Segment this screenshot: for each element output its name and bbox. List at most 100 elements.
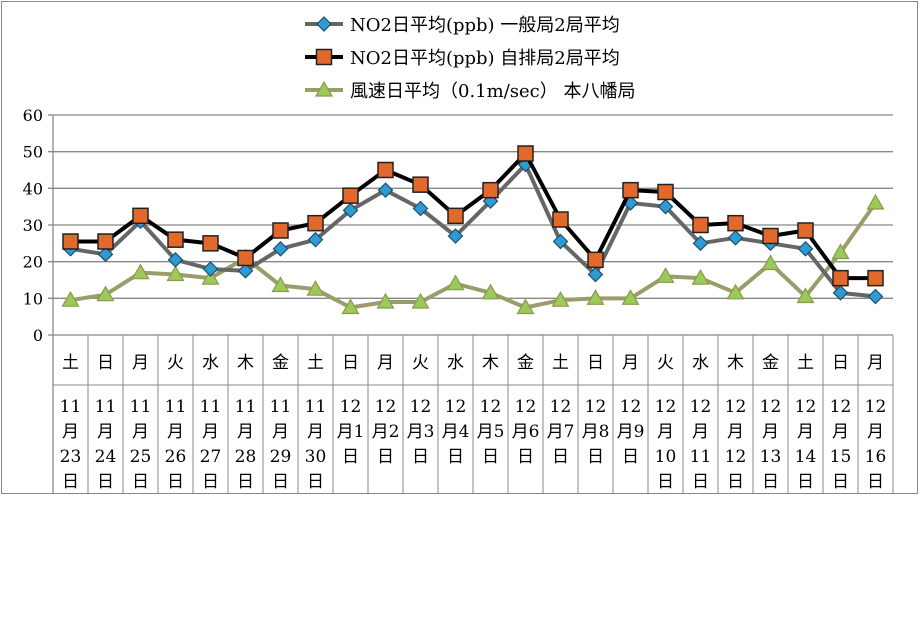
weekday-label: 月 — [867, 353, 884, 373]
weekday-label: 火 — [657, 353, 674, 373]
date-label: 11 — [200, 397, 222, 417]
date-label: 12 — [585, 397, 607, 417]
weekday-label: 木 — [727, 353, 744, 373]
weekday-label: 日 — [587, 353, 604, 373]
weekday-label: 土 — [307, 353, 324, 373]
data-point — [342, 187, 359, 204]
date-label: 12 — [410, 397, 432, 417]
data-point — [552, 211, 569, 228]
date-label: 日 — [517, 447, 534, 467]
y-tick-label: 40 — [23, 179, 43, 198]
data-point — [481, 283, 500, 300]
date-label: 月 — [832, 422, 849, 442]
date-label: 日 — [797, 472, 814, 492]
data-point — [167, 251, 184, 268]
data-point — [167, 231, 184, 248]
weekday-label: 金 — [762, 353, 779, 373]
date-label: 月 — [867, 422, 884, 442]
date-label: 日 — [377, 447, 394, 467]
data-point — [306, 279, 325, 296]
date-label: 月 — [62, 422, 79, 442]
date-label: 12 — [690, 397, 712, 417]
data-point — [411, 292, 430, 309]
data-point — [762, 227, 779, 245]
weekday-label: 火 — [412, 353, 429, 373]
date-label: 日 — [482, 447, 499, 467]
data-point — [587, 266, 604, 283]
date-label: 日 — [132, 472, 149, 492]
date-label: 16 — [865, 447, 887, 467]
data-point — [832, 284, 849, 301]
date-label: 日 — [622, 447, 639, 467]
date-label: 日 — [167, 472, 184, 492]
date-label: 月4 — [442, 422, 470, 442]
date-label: 月 — [657, 422, 674, 442]
date-label: 12 — [340, 397, 362, 417]
data-point — [202, 235, 219, 252]
data-point — [797, 240, 814, 257]
data-point — [96, 285, 115, 302]
data-point — [271, 276, 290, 293]
weekday-label: 金 — [272, 353, 289, 373]
date-label: 12 — [445, 397, 467, 417]
data-point — [447, 228, 464, 244]
data-point — [307, 214, 324, 232]
data-point — [551, 290, 570, 307]
date-label: 11 — [305, 397, 327, 417]
date-label: 月 — [797, 422, 814, 442]
data-point — [202, 261, 219, 277]
legend-label: NO2日平均(ppb) 一般局2局平均 — [350, 15, 620, 36]
date-label: 12 — [620, 397, 642, 417]
date-label: 月5 — [477, 422, 505, 442]
y-tick-label: 20 — [23, 253, 43, 272]
data-point — [657, 198, 674, 215]
chart-border — [1, 1, 918, 494]
legend-label: 風速日平均（0.1m/sec） 本八幡局 — [350, 81, 635, 102]
y-tick-label: 30 — [23, 216, 43, 235]
data-point — [622, 181, 639, 199]
weekday-label: 火 — [167, 353, 184, 373]
date-label: 月1 — [337, 422, 365, 442]
date-label: 12 — [480, 397, 502, 417]
date-label: 12 — [550, 397, 572, 417]
data-point — [376, 292, 395, 309]
date-label: 28 — [235, 447, 257, 467]
date-label: 月 — [692, 422, 709, 442]
category-table: 土11月23日日11月24日月11月25日火11月26日水11月27日木11月2… — [52, 335, 894, 493]
date-label: 月 — [167, 422, 184, 442]
data-point — [272, 240, 289, 257]
data-point — [341, 298, 360, 315]
date-label: 12 — [760, 397, 782, 417]
data-point — [412, 176, 429, 193]
date-label: 日 — [762, 472, 779, 492]
date-label: 日 — [307, 472, 324, 492]
data-point — [237, 249, 254, 267]
data-point — [237, 262, 254, 279]
data-point — [446, 274, 465, 291]
data-point — [656, 267, 675, 283]
date-label: 13 — [760, 447, 782, 467]
date-label: 月8 — [582, 422, 610, 442]
date-label: 12 — [865, 397, 887, 417]
y-axis: 0 10 20 30 40 50 60 — [23, 106, 54, 493]
date-label: 30 — [305, 447, 327, 467]
data-point — [867, 269, 884, 287]
data-point — [97, 233, 114, 250]
date-label: 11 — [130, 397, 152, 417]
date-label: 月 — [97, 422, 114, 442]
date-label: 11 — [60, 397, 82, 417]
date-label: 月 — [132, 422, 149, 442]
weekday-label: 金 — [517, 353, 534, 373]
data-point — [482, 181, 499, 199]
data-point — [166, 265, 185, 282]
data-point — [692, 216, 709, 234]
y-tick-label: 10 — [23, 289, 43, 308]
weekday-label: 木 — [482, 353, 499, 373]
data-point — [657, 183, 674, 201]
date-label: 15 — [830, 447, 852, 467]
weekday-label: 水 — [202, 353, 219, 373]
data-point — [61, 290, 80, 307]
date-label: 日 — [342, 447, 359, 467]
date-label: 12 — [375, 397, 397, 417]
